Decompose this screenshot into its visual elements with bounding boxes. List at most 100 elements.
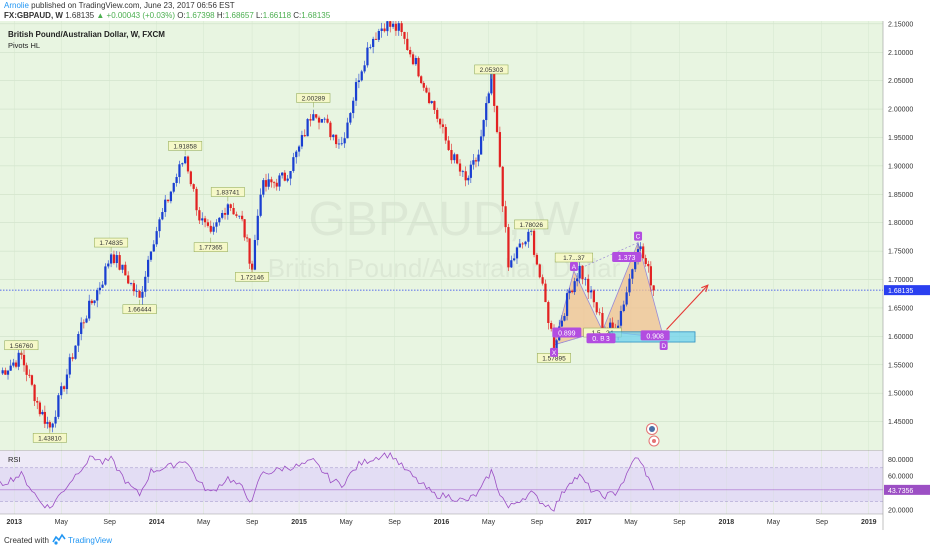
tradingview-logo-icon[interactable] [52, 533, 66, 547]
candle-body [303, 135, 306, 137]
candle-body [507, 227, 510, 268]
candle-body [464, 171, 467, 181]
close-value: 1.68135 [301, 11, 331, 20]
ratio-label-box [552, 327, 582, 338]
candle-body [343, 138, 346, 144]
candle-body [433, 101, 436, 110]
candle-body [146, 259, 150, 277]
rsi-line [0, 452, 655, 512]
candle-body [611, 322, 614, 329]
y-tick-label: 2.00000 [888, 107, 913, 114]
candle-body [189, 171, 192, 185]
candle-body [281, 172, 284, 176]
candle-body [201, 218, 204, 221]
candle-body [90, 300, 93, 304]
candle-body [479, 136, 483, 155]
tradingview-link[interactable]: TradingView [68, 536, 113, 545]
candle-body [642, 246, 645, 259]
candle-body [270, 179, 273, 183]
candle-body [438, 118, 442, 125]
candle-body [82, 322, 85, 324]
candle-body [6, 370, 10, 375]
author-link[interactable]: Arnolie [4, 1, 29, 10]
candle-body [639, 246, 642, 250]
candle-body [374, 38, 378, 40]
x-tick-label: Sep [246, 519, 259, 526]
x-tick-label: 2013 [6, 519, 22, 526]
pivot-label-box [474, 64, 509, 75]
candle-body [649, 266, 652, 286]
rsi-last-label: 43.7356 [888, 488, 913, 495]
candle-body [571, 290, 574, 293]
rsi-tick-label: 60.0000 [888, 474, 913, 481]
candle-body [485, 103, 488, 121]
candle-body [391, 23, 395, 27]
rsi-tick-label: 20.0000 [888, 507, 913, 514]
price-chart[interactable]: GBPAUD, W British Pound/Australian Dolla… [0, 21, 932, 530]
y-tick-label: 1.60000 [888, 334, 913, 341]
candle-body [93, 300, 96, 304]
candle-body [354, 82, 358, 101]
candle-body [427, 92, 431, 104]
candle-body [226, 204, 229, 215]
pivot-label: 1.57895 [542, 355, 566, 362]
candle-body [138, 291, 141, 298]
candle-body [535, 254, 539, 265]
candle-body [104, 266, 107, 285]
candle-body [54, 416, 57, 424]
pivot-label-box [296, 93, 331, 103]
candle-body [118, 255, 121, 270]
candle-body [240, 215, 244, 220]
candle-body [315, 114, 318, 118]
high-label: H: [216, 11, 225, 20]
arrow-head-icon [701, 284, 709, 293]
publish-info: Arnolie published on TradingView.com, Ju… [4, 1, 235, 10]
candle-body [215, 222, 218, 227]
pivot-label: 1.78026 [519, 222, 543, 229]
candle-body [68, 357, 71, 375]
candle-body [77, 333, 80, 346]
candle-body [259, 194, 262, 216]
candle-body [360, 71, 363, 81]
candle-body [306, 119, 309, 137]
ideas-icon[interactable] [646, 423, 660, 447]
candle-body [422, 82, 425, 88]
candle-body [487, 93, 490, 104]
candle-body [275, 182, 278, 187]
candle-body [262, 180, 265, 195]
candle-body [206, 222, 210, 226]
footer: Created with TradingView [0, 530, 932, 550]
candle-body [565, 293, 569, 316]
candle-body [218, 217, 221, 223]
candle-body [245, 237, 249, 239]
candle-body [467, 177, 470, 181]
candle-body [74, 345, 77, 359]
candle-body [88, 300, 91, 319]
pivot-label: 1.66444 [128, 307, 152, 314]
ratio-label-box [612, 251, 642, 262]
candle-body [619, 311, 623, 326]
candle-body [46, 422, 49, 424]
candle-body [366, 47, 369, 66]
ratio-label: 0.899 [558, 331, 576, 338]
pivot-label: 1.91858 [173, 143, 197, 150]
y-tick-label: 1.70000 [888, 277, 913, 284]
candle-body [329, 122, 332, 138]
candle-body [510, 260, 513, 268]
candle-body [203, 218, 207, 223]
candle-body [48, 422, 51, 428]
candle-body [289, 170, 292, 179]
candle-body [453, 154, 456, 161]
candle-body [372, 38, 375, 47]
candle-body [264, 180, 268, 187]
pivot-label: 1.72146 [240, 274, 264, 281]
candle-body [357, 80, 361, 83]
current-price-label: 1.68135 [888, 288, 913, 295]
candle-body [595, 302, 598, 313]
candles [1, 21, 655, 433]
symbol-label[interactable]: FX:GBPAUD, W [4, 11, 63, 20]
x-tick-label: 2016 [434, 519, 450, 526]
candle-body [312, 114, 315, 121]
candle-body [383, 28, 386, 32]
candle-body [198, 210, 201, 221]
